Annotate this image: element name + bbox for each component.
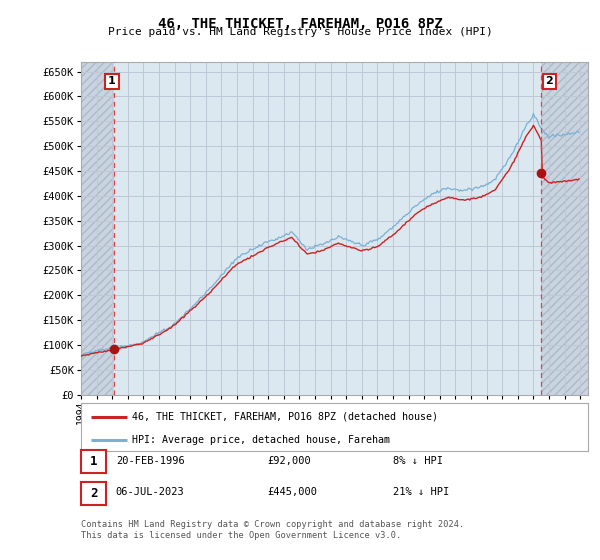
Text: 06-JUL-2023: 06-JUL-2023: [116, 487, 185, 497]
Text: 20-FEB-1996: 20-FEB-1996: [116, 455, 185, 465]
Text: 8% ↓ HPI: 8% ↓ HPI: [393, 455, 443, 465]
Bar: [81, 62, 114, 395]
Text: HPI: Average price, detached house, Fareham: HPI: Average price, detached house, Fare…: [132, 435, 390, 445]
Text: 1: 1: [90, 455, 97, 468]
Text: 1: 1: [108, 77, 116, 86]
Text: 46, THE THICKET, FAREHAM, PO16 8PZ: 46, THE THICKET, FAREHAM, PO16 8PZ: [158, 17, 442, 31]
Text: 46, THE THICKET, FAREHAM, PO16 8PZ (detached house): 46, THE THICKET, FAREHAM, PO16 8PZ (deta…: [132, 412, 438, 422]
Text: Contains HM Land Registry data © Crown copyright and database right 2024.: Contains HM Land Registry data © Crown c…: [81, 520, 464, 529]
Text: Price paid vs. HM Land Registry's House Price Index (HPI): Price paid vs. HM Land Registry's House …: [107, 27, 493, 37]
Text: £445,000: £445,000: [267, 487, 317, 497]
Text: £92,000: £92,000: [267, 455, 311, 465]
Text: 21% ↓ HPI: 21% ↓ HPI: [393, 487, 449, 497]
Text: This data is licensed under the Open Government Licence v3.0.: This data is licensed under the Open Gov…: [81, 531, 401, 540]
Bar: [541, 62, 588, 395]
Text: 2: 2: [90, 487, 97, 500]
Text: 2: 2: [545, 77, 553, 86]
